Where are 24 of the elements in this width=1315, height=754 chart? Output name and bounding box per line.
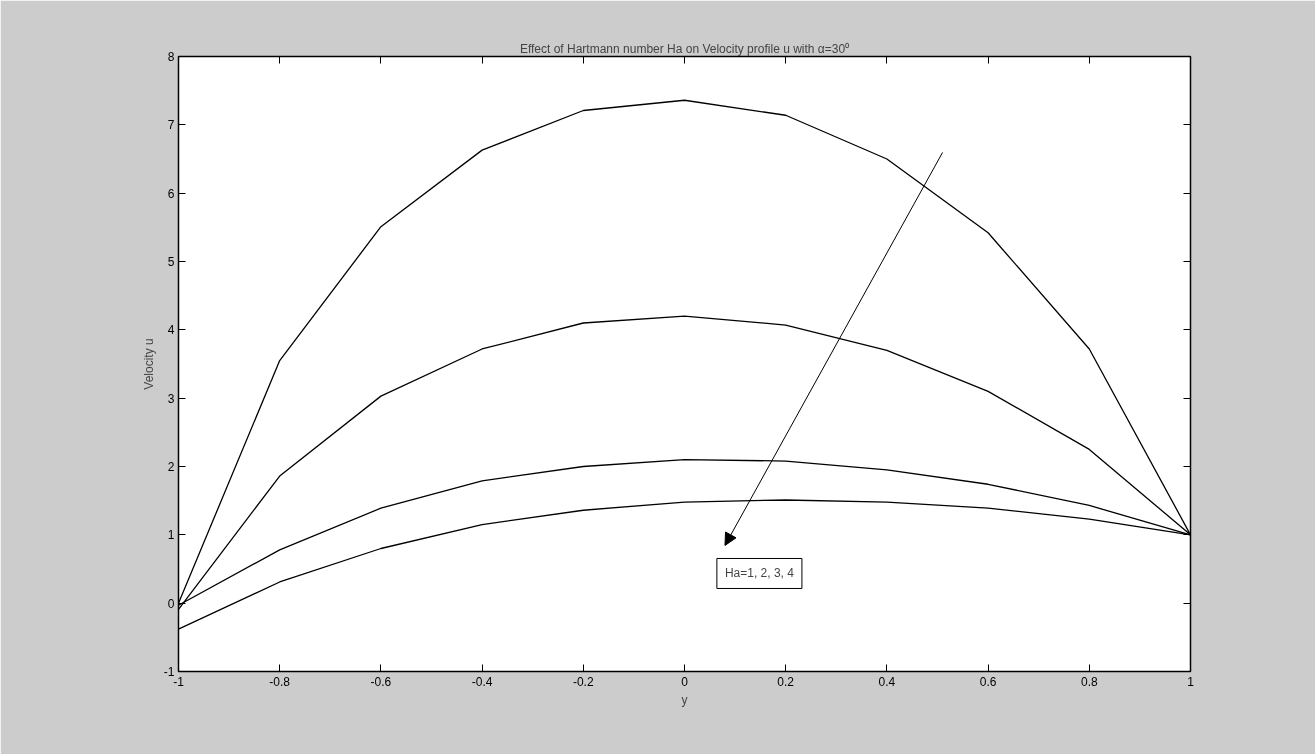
x-tick-label: 0.8 xyxy=(1080,674,1098,689)
x-tick-label: -0.6 xyxy=(370,674,392,689)
x-tick-label: 1 xyxy=(1187,674,1195,689)
y-tick-label: 1 xyxy=(167,528,175,543)
x-tick-label: 0.6 xyxy=(979,674,997,689)
x-tick-label: 0.2 xyxy=(777,674,795,689)
y-tick-label: 6 xyxy=(167,186,175,201)
y-tick-label: 8 xyxy=(167,50,175,64)
y-tick-label: -1 xyxy=(163,665,175,679)
y-tick-label: 3 xyxy=(167,391,175,406)
x-tick-label: 0.4 xyxy=(878,674,896,689)
y-tick-label: 4 xyxy=(167,323,175,338)
x-tick-label: -0.4 xyxy=(471,674,493,689)
y-tick-label: 2 xyxy=(167,460,175,474)
x-tick-label: 0 xyxy=(681,674,689,689)
annotation: Ha=1, 2, 3, 4 xyxy=(724,566,795,581)
y-axis-title: Velocity u xyxy=(141,338,156,390)
x-axis-title: y xyxy=(681,692,688,707)
y-tick-label: 0 xyxy=(167,596,175,611)
chart-title: Effect of Hartmann number Ha on Velocity profile u with α=30⁰ xyxy=(519,41,850,56)
y-tick-label: 7 xyxy=(167,118,175,133)
y-tick-label: 5 xyxy=(167,255,175,269)
x-tick-label: -0.8 xyxy=(269,674,291,689)
x-tick-label: -0.2 xyxy=(572,674,594,689)
